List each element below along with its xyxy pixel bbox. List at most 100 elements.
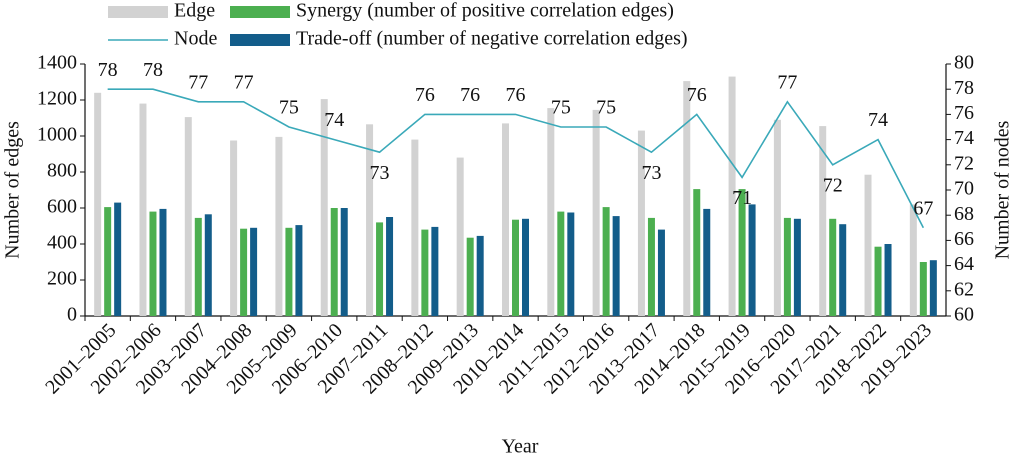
bar — [612, 216, 620, 316]
y2-tick-label: 62 — [954, 278, 974, 300]
y2-tick-label: 78 — [954, 77, 974, 99]
data-label: 67 — [913, 197, 933, 219]
y2-axis-label: Number of nodes — [992, 120, 1014, 259]
bar — [502, 123, 509, 317]
bar — [476, 235, 484, 316]
y-tick-label: 0 — [67, 304, 77, 326]
bar — [431, 226, 439, 316]
bar — [657, 229, 665, 316]
bar — [411, 139, 419, 316]
y2-tick-label: 74 — [954, 127, 974, 149]
bar — [149, 211, 157, 316]
y-tick-label: 400 — [47, 232, 77, 254]
bar — [456, 157, 464, 316]
bar — [421, 229, 429, 316]
legend-label: Synergy (number of positive correlation … — [296, 0, 674, 22]
y-tick-label: 600 — [47, 196, 77, 218]
bar — [647, 217, 655, 316]
bar — [285, 227, 293, 316]
node-line — [107, 88, 925, 229]
bar — [522, 218, 529, 316]
bar — [340, 208, 348, 316]
bar — [366, 124, 374, 316]
bar — [728, 76, 736, 316]
bar — [159, 208, 167, 316]
data-label: 76 — [687, 84, 707, 106]
data-label: 75 — [596, 97, 616, 119]
data-label: 77 — [777, 71, 797, 93]
legend-label: Node — [174, 28, 217, 50]
bar — [773, 119, 781, 316]
y2-tick-label: 70 — [954, 178, 974, 200]
data-label: 78 — [98, 59, 118, 81]
bar — [512, 219, 519, 316]
bar — [864, 174, 872, 316]
bar — [376, 222, 384, 316]
legend-swatch — [230, 34, 290, 46]
data-label: 73 — [370, 162, 390, 184]
bar — [295, 225, 303, 316]
bar — [839, 224, 847, 316]
y-tick-label: 1200 — [37, 88, 77, 110]
data-label: 76 — [415, 84, 435, 106]
bar — [819, 126, 827, 316]
data-label: 75 — [551, 97, 571, 119]
bar — [683, 81, 691, 316]
bar — [466, 237, 474, 316]
data-label: 76 — [506, 84, 526, 106]
legend-swatch — [230, 6, 290, 18]
bar — [703, 208, 711, 316]
y2-tick-label: 64 — [954, 253, 974, 275]
bar — [94, 92, 102, 316]
bar — [567, 212, 575, 316]
bar — [194, 217, 202, 316]
y2-tick-label: 80 — [954, 52, 974, 74]
y2-tick-label: 72 — [954, 152, 974, 174]
y2-tick-label: 68 — [954, 203, 974, 225]
bar — [637, 130, 645, 316]
y2-tick-label: 76 — [954, 102, 974, 124]
y2-tick-label: 60 — [954, 304, 974, 326]
data-label: 77 — [188, 71, 208, 93]
bar — [748, 204, 756, 316]
bar — [114, 202, 122, 316]
data-label: 77 — [234, 71, 254, 93]
bar — [104, 207, 112, 316]
y-axis-label: Number of edges — [2, 121, 24, 259]
bar — [330, 208, 338, 316]
legend-label: Trade-off (number of negative correlatio… — [296, 28, 688, 50]
bar — [230, 140, 238, 316]
x-axis-label: Year — [502, 436, 539, 458]
bar — [884, 244, 892, 316]
bar — [919, 262, 927, 316]
bar — [557, 211, 565, 316]
bar — [738, 189, 746, 316]
bar — [693, 189, 701, 316]
data-label: 74 — [324, 109, 344, 131]
bar — [547, 108, 555, 316]
bar — [793, 218, 801, 316]
y-tick-label: 1000 — [37, 124, 77, 146]
bar — [929, 260, 937, 316]
data-label: 78 — [143, 59, 163, 81]
bar — [275, 136, 283, 316]
bar — [874, 246, 882, 316]
legend-swatch — [108, 6, 168, 18]
bar — [386, 217, 394, 316]
data-label: 75 — [279, 97, 299, 119]
data-label: 71 — [732, 187, 752, 209]
y-tick-label: 1400 — [37, 52, 77, 74]
data-label: 72 — [823, 174, 843, 196]
bar — [184, 117, 192, 316]
y-tick-label: 200 — [47, 268, 77, 290]
bar — [320, 99, 328, 316]
bar — [240, 228, 248, 316]
bar — [250, 227, 258, 316]
bar — [204, 214, 212, 316]
bar — [139, 103, 147, 316]
y2-tick-label: 66 — [954, 228, 974, 250]
data-label: 76 — [460, 84, 480, 106]
bar — [592, 109, 600, 317]
legend-label: Edge — [174, 0, 215, 22]
